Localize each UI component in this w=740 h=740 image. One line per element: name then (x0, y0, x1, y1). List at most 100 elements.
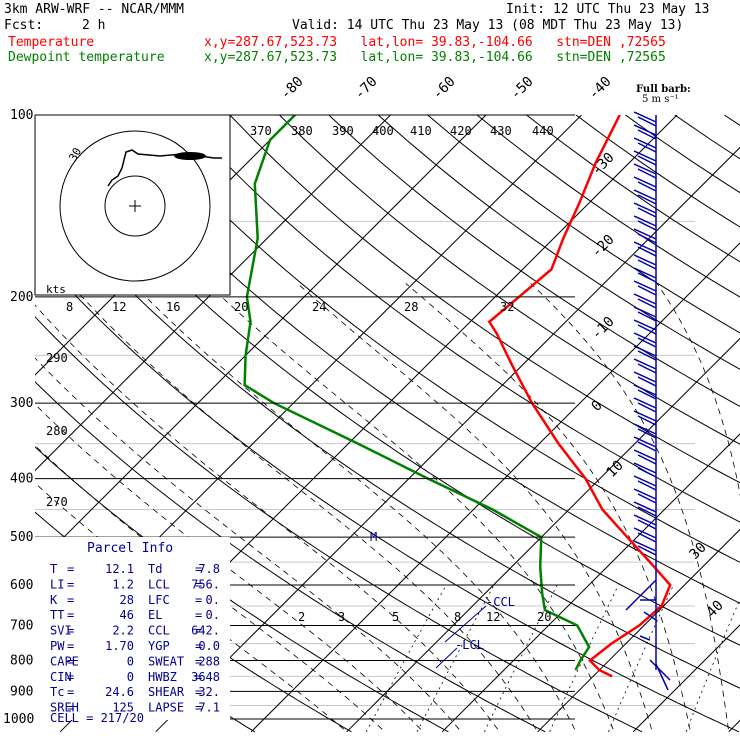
parcel-eq: = (195, 624, 202, 638)
dewpoint-legend: Dewpoint temperature (8, 50, 165, 65)
speed-label: 12 (112, 300, 126, 314)
parcel-background (35, 537, 230, 720)
dry-adiabat (229, 115, 740, 484)
parcel-eq: = (67, 701, 74, 715)
dry-adiabat (35, 250, 740, 733)
wind-barb (633, 332, 657, 348)
wind-barb (633, 449, 657, 465)
pressure-label-600: 600 (10, 578, 33, 593)
moist-adiabat (207, 283, 614, 730)
parcel-eq: = (67, 670, 74, 684)
pressure-label-400: 400 (10, 472, 33, 487)
parcel-value: 125 (112, 701, 134, 715)
parcel-value: 288 (198, 654, 220, 668)
wind-barb (633, 410, 657, 426)
wind-barb (633, 527, 657, 543)
dry-adiabat (674, 115, 740, 160)
wind-barb (633, 124, 657, 140)
theta-e-label: 400 (372, 124, 394, 138)
dry-adiabat (81, 115, 740, 604)
speed-label: 20 (234, 300, 248, 314)
wind-barb (633, 384, 657, 400)
theta-label: 270 (46, 495, 68, 509)
parcel-value: 0. (206, 608, 220, 622)
isotherm-label: -20 (589, 232, 618, 261)
isotherm (728, 719, 740, 733)
parcel-title: Parcel Info (87, 541, 173, 556)
wind-barb-low (625, 579, 671, 691)
model-title: 3km ARW-WRF -- NCAR/MMM (4, 2, 185, 17)
theta-e-label: 410 (410, 124, 432, 138)
isotherm-label: -50 (508, 74, 537, 103)
dry-adiabat (35, 117, 740, 646)
mixing-ratio-label: 5 (392, 610, 399, 624)
parcel-value: 12.1 (105, 562, 134, 576)
theta-e-label: 420 (450, 124, 472, 138)
pressure-label-200: 200 (10, 290, 33, 305)
pressure-label-700: 700 (10, 618, 33, 633)
pressure-label-500: 500 (10, 530, 33, 545)
parcel-key: CCL (148, 624, 170, 638)
parcel-cell: CELL = 217/20 (50, 711, 144, 725)
parcel-key: LI (50, 577, 64, 591)
parcel-key: Td (148, 562, 162, 576)
isotherm-label: 10 (604, 458, 627, 481)
isotherm (441, 433, 740, 733)
wind-barb (633, 423, 657, 439)
dewpoint-location: x,y=287.67,523.73 lat,lon= 39.83,-104.66… (204, 50, 666, 65)
parcel-key: LAPSE (148, 701, 184, 715)
parcel-eq: = (195, 639, 202, 653)
wind-barb (633, 293, 657, 309)
isotherm (35, 115, 487, 567)
parcel-eq: = (195, 608, 202, 622)
parcel-value: 2.2 (112, 624, 134, 638)
hodograph-ring-outer (59, 130, 211, 282)
wind-barb (633, 215, 657, 231)
parcel-eq: = (195, 670, 202, 684)
pressure-label-800: 800 (10, 653, 33, 668)
speed-label: 28 (404, 300, 418, 314)
hodograph-frame (34, 114, 231, 296)
wind-barb (633, 397, 657, 413)
parcel-eq: = (195, 685, 202, 699)
wind-barb (633, 514, 657, 530)
parcel-key: K (50, 593, 58, 607)
wind-barb (633, 202, 657, 218)
isotherm-label: -60 (430, 74, 459, 103)
parcel-eq: = (195, 654, 202, 668)
theta-e-label: 380 (291, 124, 313, 138)
temperature-curve (487, 115, 672, 678)
m-marker: M (370, 530, 377, 544)
barb-legend-unit: 5 m s⁻¹ (642, 94, 679, 105)
parcel-value: 756. (191, 577, 220, 591)
theta-e-label: 390 (332, 124, 354, 138)
parcel-key: YGP (148, 639, 170, 653)
isotherm (537, 528, 740, 733)
temperature-location: x,y=287.67,523.73 lat,lon= 39.83,-104.66… (204, 35, 666, 50)
dry-adiabat (130, 115, 740, 563)
mixing-ratio-line (365, 584, 447, 732)
dry-adiabat (279, 115, 740, 445)
init-time: Init: 12 UTC Thu 23 May 13 (506, 2, 710, 17)
mixing-ratio-label: 8 (454, 610, 461, 624)
mixing-ratio-label: 2 (298, 610, 305, 624)
barb-legend-title: Full barb: (636, 84, 691, 95)
isotherm-label: 30 (687, 540, 710, 563)
wind-barbs (625, 111, 671, 691)
hodograph-center (129, 200, 141, 212)
wind-barb (633, 345, 657, 361)
mixing-ratio-line (549, 584, 619, 732)
parcel-value: 24.6 (105, 685, 134, 699)
forecast-hour: 2 h (82, 18, 106, 33)
dry-adiabat (476, 115, 740, 298)
pressure-label-1000: 1000 (3, 712, 34, 727)
parcel-value: 32. (198, 685, 220, 699)
parcel-eq: = (67, 577, 74, 591)
parcel-value: 1.2 (112, 577, 134, 591)
parcel-key: SVI (50, 624, 72, 638)
parcel-eq: = (195, 593, 202, 607)
ccl-marker: -CCL (486, 595, 515, 609)
speed-label: 16 (166, 300, 180, 314)
isotherm-label: -80 (278, 74, 307, 103)
